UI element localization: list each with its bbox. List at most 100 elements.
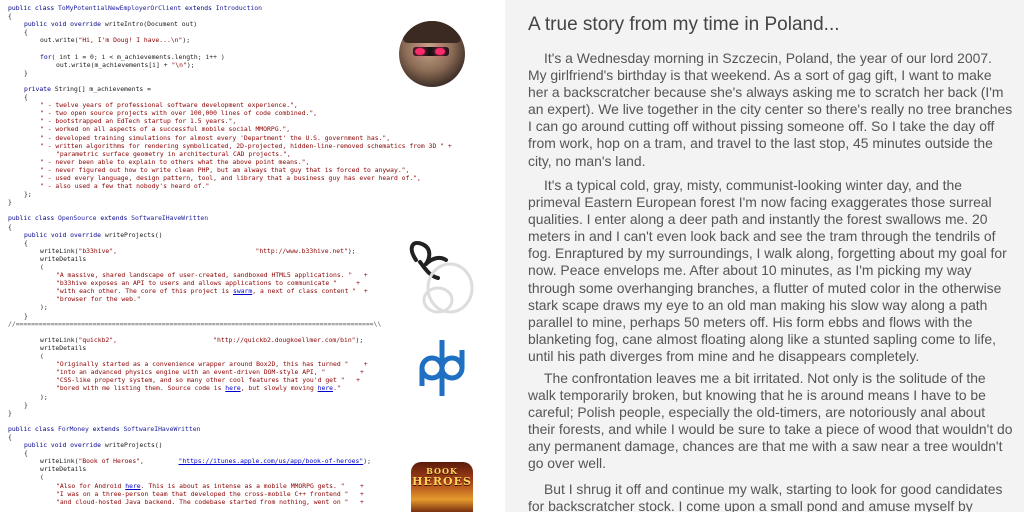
code-token: "\n" [171, 60, 187, 69]
code-token: ( [40, 352, 44, 361]
code-line: { [8, 93, 500, 101]
code-line: ); [8, 303, 500, 311]
code-link[interactable]: here [125, 481, 141, 490]
code-line: "b33hive exposes an API to users and all… [8, 279, 500, 287]
code-line: "browser for the web." [8, 295, 500, 303]
code-token: "I was on a three-person team that devel… [56, 489, 364, 498]
code-line: //======================================… [8, 320, 500, 328]
code-token: " - also used a few that nobody's heard … [40, 182, 210, 191]
code-token: public void override [24, 441, 105, 450]
code-line: } [8, 312, 500, 320]
code-token: public void override [24, 230, 105, 239]
code-line [8, 206, 500, 214]
code-token: }; [24, 190, 32, 199]
code-token: "browser for the web." [56, 295, 141, 304]
code-line: { [8, 433, 500, 441]
code-line: { [8, 449, 500, 457]
code-token: String[] m_achievements = [54, 84, 151, 93]
glowing-lens-icon [435, 48, 445, 55]
code-token: writeIntro(Document out) [104, 20, 198, 29]
code-line: public class ToMyPotentialNewEmployerOrC… [8, 4, 500, 12]
code-line: " - bootstrapped an EdTech startup for 1… [8, 117, 500, 125]
code-line: "with each other. The core of this proje… [8, 287, 500, 295]
code-line: "A massive, shared landscape of user-cre… [8, 271, 500, 279]
code-line: public void override writeProjects() [8, 441, 500, 449]
code-line: writeLink("quickb2", "http://quickb2.dou… [8, 336, 500, 344]
code-token: { [8, 12, 12, 21]
code-token: ); [40, 303, 48, 312]
code-line: out.write("Hi, I'm Doug! I have...\n"); [8, 36, 500, 44]
code-link[interactable]: swarm [233, 287, 253, 296]
code-token: OpenSource [58, 214, 97, 223]
code-token: { [24, 28, 28, 37]
code-token: SoftwareIHaveWritten [131, 214, 209, 223]
code-token: { [24, 93, 28, 102]
code-token: ); [182, 36, 191, 45]
code-token: } [8, 198, 12, 207]
code-line: "Also for Android here. This is about as… [8, 482, 500, 490]
code-token: " - worked on all aspects of a successfu… [40, 125, 291, 134]
code-link[interactable]: here [317, 384, 334, 393]
book-of-heroes-logo[interactable]: BOOK HEROES [411, 462, 473, 512]
code-token: } [24, 311, 28, 320]
code-token: extends [96, 214, 132, 223]
code-token: ( [40, 473, 44, 482]
code-token: writeDetails [40, 343, 87, 352]
code-token: " - two open source projects with over 1… [40, 109, 318, 118]
code-token: out.write(m_achievements[i] + [56, 60, 172, 69]
code-line: "bored with me listing them. Source code… [8, 384, 500, 392]
story-paragraph: It's a Wednesday morning in Szczecin, Po… [528, 50, 1013, 169]
code-token: public class [8, 424, 59, 433]
code-token: for [40, 52, 52, 61]
code-token: "b33hive exposes an API to users and all… [56, 279, 360, 288]
story-panel: A true story from my time in Poland... I… [505, 0, 1024, 512]
code-token: writeLink( [40, 335, 79, 344]
code-line: } [8, 409, 500, 417]
code-line: " - also used a few that nobody's heard … [8, 182, 500, 190]
code-token: } [24, 68, 28, 77]
code-listing: public class ToMyPotentialNewEmployerOrC… [8, 4, 500, 506]
code-token: } [24, 400, 28, 409]
code-line: out.write(m_achievements[i] + "\n"); [8, 61, 500, 69]
quickb2-logo-icon[interactable] [414, 334, 470, 400]
code-token: writeLink( [40, 457, 79, 466]
code-token: ); [363, 457, 371, 466]
code-token: " - used every language, design pattern,… [40, 173, 421, 182]
code-line: writeDetails [8, 465, 500, 473]
code-token: " - bootstrapped an EdTech startup for 1… [40, 117, 237, 126]
code-line: public void override writeIntro(Document… [8, 20, 500, 28]
code-token: ); [186, 60, 195, 69]
code-line: " - two open source projects with over 1… [8, 109, 500, 117]
code-line: { [8, 28, 500, 36]
code-line: "into an advanced physics engine with an… [8, 368, 500, 376]
code-token: "bored with me listing them. Source code… [56, 384, 226, 393]
code-link[interactable]: here [225, 384, 241, 393]
code-token: "with each other. The core of this proje… [56, 287, 233, 296]
code-token: "Originally started as a convenience wra… [56, 360, 368, 369]
code-token [117, 336, 213, 344]
code-line [8, 417, 500, 425]
code-token: Introduction [215, 4, 262, 12]
b33hive-bee-icon[interactable] [406, 238, 478, 316]
code-token: "Also for Android [56, 481, 126, 490]
code-link[interactable]: "https://itunes.apple.com/us/app/book-of… [178, 457, 364, 466]
code-line: "CSS-like property system, and so many o… [8, 376, 500, 384]
story-paragraph: It's a typical cold, gray, misty, commun… [528, 177, 1007, 364]
code-token: "b33hive", [78, 246, 117, 255]
code-line: writeDetails [8, 344, 500, 352]
code-line: " - never been able to explain to others… [8, 158, 500, 166]
story-paragraph: But I shrug it off and continue my walk,… [528, 481, 1003, 512]
code-line: ( [8, 352, 500, 360]
glowing-lens-icon [415, 48, 425, 55]
code-line: writeLink("b33hive", "http://www.b33hive… [8, 247, 500, 255]
code-token: "quickb2", [78, 335, 117, 344]
code-token: " - never figured out how to write clean… [40, 165, 410, 174]
story-paragraph: The confrontation leaves me a bit irrita… [528, 370, 1013, 472]
code-token: , but slowly moving [240, 384, 318, 393]
code-token: ); [347, 246, 356, 255]
code-token: extends [181, 4, 216, 12]
code-token: out.write( [40, 36, 79, 45]
code-line: public void override writeProjects() [8, 231, 500, 239]
code-token: "into an advanced physics engine with an… [56, 368, 364, 377]
code-line: public class OpenSource extends Software… [8, 214, 500, 222]
